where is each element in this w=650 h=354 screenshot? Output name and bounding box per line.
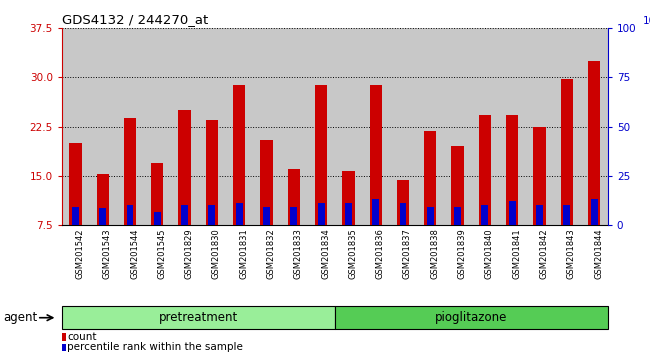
Bar [288, 169, 300, 225]
Bar [179, 110, 190, 225]
Text: GSM201841: GSM201841 [512, 228, 521, 279]
Bar [400, 203, 406, 225]
Text: GSM201542: GSM201542 [75, 228, 84, 279]
Bar [99, 209, 106, 225]
Bar [261, 139, 272, 225]
Bar [427, 207, 434, 225]
Bar [482, 205, 488, 225]
Bar [72, 207, 79, 225]
Bar [588, 61, 600, 225]
Text: percentile rank within the sample: percentile rank within the sample [67, 342, 243, 353]
Text: GSM201834: GSM201834 [321, 228, 330, 279]
Bar [181, 205, 188, 225]
Text: GSM201829: GSM201829 [185, 228, 194, 279]
Text: GSM201839: GSM201839 [458, 228, 467, 279]
Bar [315, 85, 327, 225]
Text: GSM201831: GSM201831 [239, 228, 248, 279]
Bar [536, 205, 543, 225]
Text: count: count [67, 332, 97, 342]
Text: GSM201833: GSM201833 [294, 228, 303, 279]
Text: GDS4132 / 244270_at: GDS4132 / 244270_at [62, 13, 208, 26]
Bar [233, 85, 245, 225]
Bar [397, 180, 409, 225]
Text: 100%: 100% [644, 16, 650, 26]
Text: GSM201842: GSM201842 [540, 228, 549, 279]
Bar [424, 131, 436, 225]
Text: GSM201830: GSM201830 [212, 228, 221, 279]
Bar [454, 207, 461, 225]
Text: GSM201545: GSM201545 [157, 228, 166, 279]
Text: GSM201837: GSM201837 [403, 228, 412, 279]
Text: GSM201832: GSM201832 [266, 228, 276, 279]
Bar [318, 203, 324, 225]
Bar [534, 126, 545, 225]
Text: pioglitazone: pioglitazone [435, 311, 508, 324]
Bar [370, 85, 382, 225]
Bar [479, 115, 491, 225]
Bar [124, 118, 136, 225]
Bar [509, 201, 515, 225]
Bar [127, 205, 133, 225]
Bar [151, 162, 163, 225]
Bar [372, 199, 379, 225]
Bar [564, 205, 570, 225]
Text: GSM201544: GSM201544 [130, 228, 139, 279]
Text: GSM201835: GSM201835 [348, 228, 358, 279]
Text: GSM201844: GSM201844 [594, 228, 603, 279]
Bar [561, 79, 573, 225]
Text: GSM201838: GSM201838 [430, 228, 439, 279]
Bar [236, 203, 242, 225]
Bar [291, 207, 297, 225]
Bar [343, 171, 354, 225]
Bar [591, 199, 597, 225]
Bar [70, 143, 81, 225]
Bar [97, 175, 109, 225]
Text: GSM201836: GSM201836 [376, 228, 385, 279]
Text: GSM201543: GSM201543 [103, 228, 112, 279]
Text: GSM201843: GSM201843 [567, 228, 576, 279]
Bar [345, 203, 352, 225]
Bar [154, 212, 161, 225]
Bar [263, 207, 270, 225]
Text: GSM201840: GSM201840 [485, 228, 494, 279]
Bar [209, 205, 215, 225]
Bar [452, 146, 463, 225]
Bar [206, 120, 218, 225]
Bar [506, 115, 518, 225]
Text: agent: agent [3, 311, 38, 324]
Text: pretreatment: pretreatment [159, 311, 238, 324]
